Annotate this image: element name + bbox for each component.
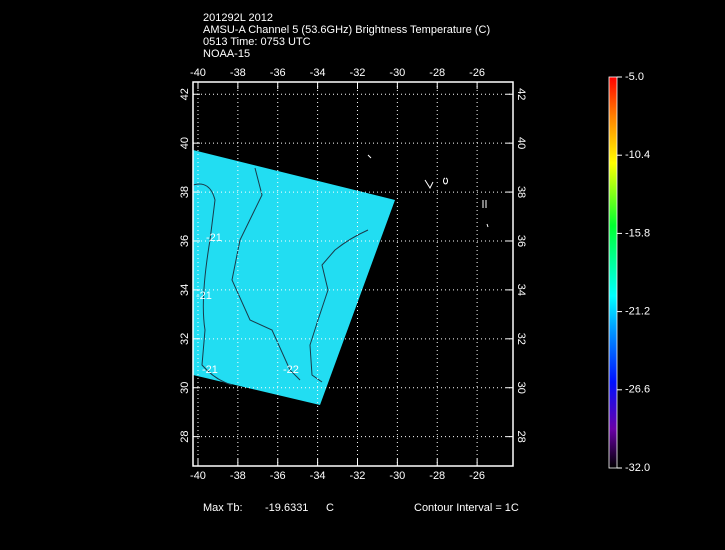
contour-label: -21 — [202, 364, 218, 376]
lat-tick-label: 30 — [515, 382, 527, 394]
colorbar-tick-label: -10.4 — [625, 149, 650, 161]
lon-tick-label: -40 — [190, 67, 206, 79]
lat-tick-label: 36 — [179, 235, 191, 247]
lat-tick-label: 42 — [179, 88, 191, 100]
colorbar-tick-label: -21.2 — [625, 306, 650, 318]
lat-tick-label: 28 — [515, 431, 527, 443]
colorbar-tick-label: -5.0 — [625, 71, 644, 83]
lat-tick-label: 36 — [515, 235, 527, 247]
header-line: 201292L 2012 — [203, 12, 273, 24]
lon-tick-label: -26 — [469, 67, 485, 79]
contour-label: -21 — [206, 232, 222, 244]
lon-tick-label: -36 — [270, 470, 286, 482]
lat-tick-label: 42 — [515, 88, 527, 100]
colorbar-tick-label: -15.8 — [625, 227, 650, 239]
lon-tick-label: -32 — [350, 67, 366, 79]
lon-tick-label: -30 — [389, 470, 405, 482]
lat-tick-label: 32 — [515, 333, 527, 345]
max-value: -19.6331 — [265, 502, 308, 514]
lat-tick-label: 32 — [179, 333, 191, 345]
header-line: AMSU-A Channel 5 (53.6GHz) Brightness Te… — [203, 24, 490, 36]
lon-tick-label: -34 — [310, 470, 326, 482]
contour-lines — [192, 167, 369, 386]
island-outlines — [367, 154, 489, 228]
swath — [193, 150, 395, 405]
lat-tick-label: 40 — [179, 137, 191, 149]
header-line: NOAA-15 — [203, 48, 250, 60]
lon-tick-label: -36 — [270, 67, 286, 79]
contour-label: -22 — [283, 364, 299, 376]
max-label: Max Tb: — [203, 502, 243, 514]
colorbar-tick-label: -32.0 — [625, 462, 650, 474]
lat-tick-label: 34 — [179, 284, 191, 296]
lon-tick-label: -28 — [429, 67, 445, 79]
max-unit: C — [326, 502, 334, 514]
lat-tick-label: 38 — [515, 186, 527, 198]
lat-tick-label: 34 — [515, 284, 527, 296]
lon-tick-label: -38 — [230, 470, 246, 482]
colorbar-tick-label: -26.6 — [625, 384, 650, 396]
lon-tick-label: -26 — [469, 470, 485, 482]
map-frame — [192, 81, 514, 467]
lon-tick-label: -38 — [230, 67, 246, 79]
lat-tick-label: 40 — [515, 137, 527, 149]
lon-tick-label: -32 — [350, 470, 366, 482]
lat-tick-label: 30 — [179, 382, 191, 394]
lat-tick-label: 28 — [179, 431, 191, 443]
header-line: 0513 Time: 0753 UTC — [203, 36, 311, 48]
lon-tick-label: -28 — [429, 470, 445, 482]
lat-tick-label: 38 — [179, 186, 191, 198]
contour-label: -21 — [196, 290, 212, 302]
lon-tick-label: -34 — [310, 67, 326, 79]
colorbar — [608, 76, 618, 469]
lon-tick-label: -40 — [190, 470, 206, 482]
lon-tick-label: -30 — [389, 67, 405, 79]
contour-interval: Contour Interval = 1C — [414, 502, 519, 514]
